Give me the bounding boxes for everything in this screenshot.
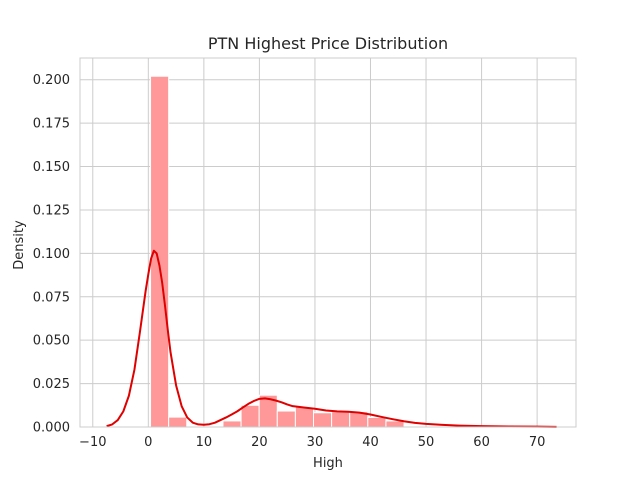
histogram-bar <box>222 420 242 428</box>
chart-title: PTN Highest Price Distribution <box>208 34 448 53</box>
histogram-bars <box>150 75 405 428</box>
x-tick-label: 20 <box>251 435 268 450</box>
x-tick-label: 30 <box>307 435 324 450</box>
y-tick-label: 0.175 <box>33 117 70 132</box>
y-tick-label: 0.000 <box>33 421 70 436</box>
histogram-bar <box>367 416 387 428</box>
y-axis-ticks: 0.000 0.025 0.050 0.075 0.100 0.125 0.150 0.175… <box>33 73 70 435</box>
x-tick-label: 10 <box>196 435 213 450</box>
y-tick-label: 0.125 <box>33 203 70 218</box>
x-tick-label: 40 <box>362 435 379 450</box>
y-tick-label: 0.050 <box>33 334 70 349</box>
y-tick-label: 0.075 <box>33 290 70 305</box>
y-tick-label: 0.200 <box>33 73 70 88</box>
histogram-bar <box>276 410 296 428</box>
kde-line <box>106 249 557 428</box>
histogram-bar <box>240 404 260 428</box>
x-axis-ticks: −10 0 10 20 30 40 50 60 70 <box>79 435 545 450</box>
plot-frame <box>79 57 577 428</box>
x-tick-label: −10 <box>79 435 106 450</box>
x-tick-label: 50 <box>418 435 435 450</box>
histogram-bar <box>331 411 351 428</box>
y-tick-label: 0.100 <box>33 247 70 262</box>
histogram-bar <box>168 416 188 428</box>
histogram-bar <box>294 406 315 428</box>
histogram-bar <box>385 420 405 428</box>
x-tick-label: 70 <box>529 435 546 450</box>
histogram-bar <box>313 412 333 428</box>
x-tick-label: 60 <box>473 435 490 450</box>
y-axis-label: Density <box>12 220 27 270</box>
y-tick-label: 0.150 <box>33 160 70 175</box>
x-tick-label: 0 <box>144 435 152 450</box>
y-tick-label: 0.025 <box>33 377 70 392</box>
x-axis-label: High <box>313 456 343 471</box>
kde-curve-layer <box>106 249 557 428</box>
